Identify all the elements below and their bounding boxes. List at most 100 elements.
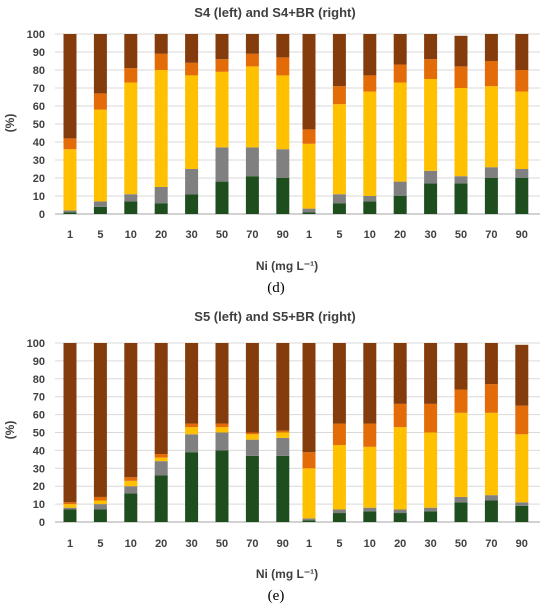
y-tick-label: 70 — [33, 392, 45, 404]
bar-segment-1 — [515, 505, 529, 522]
bar-segment-2 — [424, 507, 438, 512]
x-tick-label: 90 — [277, 538, 289, 550]
bar-segment-1 — [393, 196, 407, 214]
bar-segment-5 — [245, 343, 259, 433]
bar-segment-4 — [302, 452, 316, 469]
bar-segment-1 — [302, 212, 316, 214]
bar-segment-5 — [185, 343, 199, 424]
bar-segment-3 — [93, 109, 107, 202]
bar-segment-3 — [276, 75, 290, 150]
x-tick-label: 30 — [185, 229, 197, 241]
bar-segment-1 — [93, 509, 107, 522]
bar-segment-1 — [63, 509, 77, 522]
bar-segment-5 — [302, 343, 316, 453]
bar-segment-4 — [363, 75, 377, 92]
bar-segment-5 — [424, 343, 438, 404]
bar-segment-2 — [124, 194, 138, 202]
bar-segment-5 — [484, 343, 498, 385]
x-tick-label: 70 — [246, 538, 258, 550]
bar-segment-3 — [454, 88, 468, 177]
x-tick-label: 20 — [155, 229, 167, 241]
x-tick-label: 5 — [97, 538, 103, 550]
bar-segment-2 — [302, 518, 316, 521]
x-tick-label: 10 — [125, 229, 137, 241]
x-tick-label: 10 — [364, 229, 376, 241]
y-tick-label: 90 — [33, 356, 45, 368]
x-tick-label: 1 — [306, 229, 312, 241]
bar-segment-1 — [454, 183, 468, 214]
bar-segment-1 — [154, 203, 168, 214]
bar-segment-1 — [393, 513, 407, 522]
bar-segment-2 — [63, 210, 77, 213]
bar-segment-4 — [93, 93, 107, 110]
bar-segment-1 — [215, 450, 229, 522]
x-axis-label: Ni (mg L⁻¹) — [256, 259, 318, 273]
chart-title: S5 (left) and S5+BR (right) — [194, 309, 355, 324]
bar-segment-1 — [276, 455, 290, 522]
bar-segment-2 — [515, 169, 529, 178]
bar-segment-4 — [154, 453, 168, 458]
bar-segment-3 — [515, 91, 529, 169]
bar-segment-1 — [185, 194, 199, 214]
bar-segment-3 — [63, 504, 77, 508]
y-tick-label: 50 — [33, 428, 45, 440]
y-tick-labels: 0 10 20 30 40 50 60 70 80 90 100 — [27, 29, 45, 221]
bar-segment-1 — [276, 178, 290, 214]
bar-segment-1 — [454, 502, 468, 522]
bar-segment-4 — [124, 68, 138, 83]
bar-segment-2 — [454, 496, 468, 503]
x-tick-label: 90 — [277, 229, 289, 241]
bar-segment-5 — [215, 343, 229, 424]
y-tick-label: 20 — [33, 173, 45, 185]
x-tick-label: 90 — [516, 229, 528, 241]
bar-segment-4 — [484, 384, 498, 413]
bar-segment-3 — [63, 149, 77, 211]
x-tick-label: 10 — [364, 538, 376, 550]
bar-segment-4 — [454, 389, 468, 413]
x-tick-label: 1 — [67, 538, 73, 550]
bar-segment-5 — [332, 34, 346, 87]
bar-segment-2 — [154, 461, 168, 476]
bar-segment-2 — [245, 147, 259, 177]
y-tick-label: 70 — [33, 83, 45, 95]
bar-segment-3 — [276, 432, 290, 438]
bar-segment-3 — [302, 143, 316, 209]
bar-segment-4 — [454, 66, 468, 88]
x-tick-labels: 1 5 10 20 30 50 70 90 1 5 10 20 30 50 70 90 — [67, 229, 528, 241]
y-tick-label: 30 — [33, 463, 45, 475]
bar-segment-3 — [124, 82, 138, 195]
bar-segment-5 — [63, 343, 77, 503]
bars — [63, 34, 529, 214]
bar-segment-5 — [185, 34, 199, 63]
bar-segment-1 — [484, 500, 498, 522]
bar-segment-5 — [93, 343, 107, 497]
bar-segment-5 — [276, 343, 290, 431]
bar-segment-2 — [363, 196, 377, 202]
y-tick-label: 60 — [33, 410, 45, 422]
bar-segment-4 — [93, 496, 107, 501]
bar-segment-2 — [484, 167, 498, 178]
x-tick-label: 50 — [216, 538, 228, 550]
bar-segment-1 — [484, 178, 498, 214]
x-tick-label: 90 — [516, 538, 528, 550]
bar-segment-1 — [124, 493, 138, 522]
x-tick-label: 1 — [67, 229, 73, 241]
bar-segment-3 — [185, 427, 199, 435]
bar-segment-5 — [154, 34, 168, 54]
bar-segment-3 — [484, 412, 498, 496]
bar-segment-5 — [515, 34, 529, 70]
bar-segment-5 — [454, 35, 468, 67]
bar-segment-3 — [93, 500, 107, 505]
y-tick-label: 10 — [33, 191, 45, 203]
bar-segment-3 — [424, 432, 438, 508]
bar-segment-5 — [363, 343, 377, 424]
bar-segment-4 — [515, 405, 529, 435]
bar-segment-3 — [302, 468, 316, 519]
bar-segment-4 — [393, 403, 407, 428]
bar-segment-2 — [393, 509, 407, 514]
bar-segment-2 — [332, 509, 346, 514]
x-tick-label: 10 — [125, 538, 137, 550]
bar-segment-3 — [332, 104, 346, 195]
bar-segment-1 — [63, 212, 77, 214]
x-tick-label: 50 — [455, 229, 467, 241]
